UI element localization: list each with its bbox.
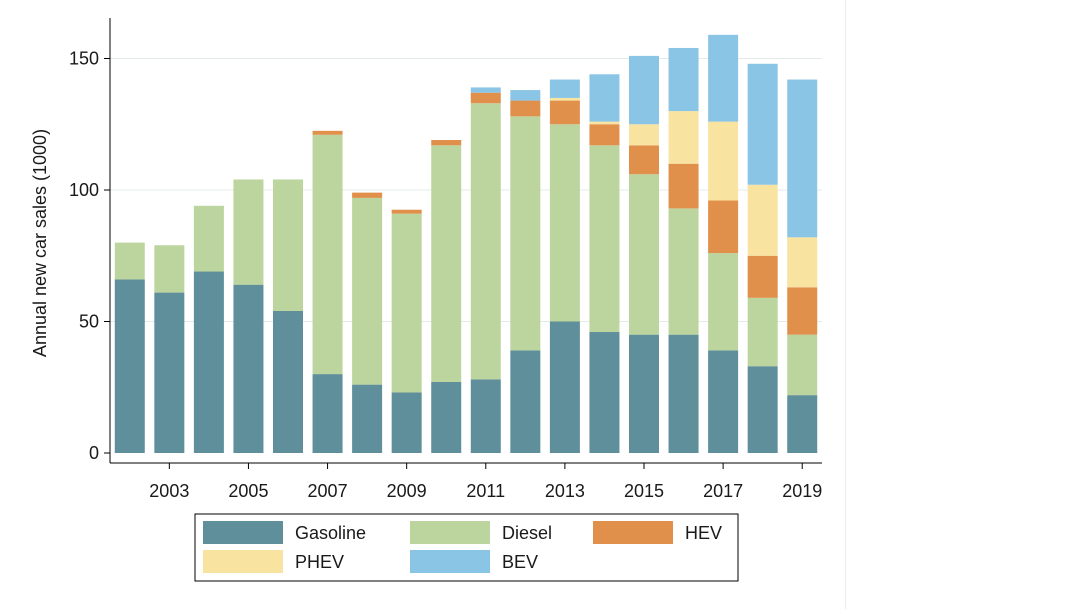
bar-gasoline-2015 (629, 334, 659, 453)
bar-hev-2010 (431, 140, 462, 146)
bar-hev-2007 (312, 130, 343, 135)
bar-diesel-2018 (747, 297, 778, 367)
bar-hev-2012 (510, 100, 541, 117)
bar-gasoline-2004 (193, 271, 224, 453)
bar-gasoline-2010 (431, 381, 462, 453)
bar-hev-2014 (589, 124, 620, 146)
bar-gasoline-2017 (708, 350, 739, 453)
bar-hev-2017 (708, 200, 739, 254)
bar-gasoline-2012 (510, 350, 541, 453)
bar-phev-2017 (708, 121, 739, 201)
y-tick-label: 150 (69, 49, 99, 69)
bar-phev-2015 (629, 124, 659, 146)
bar-gasoline-2002 (114, 279, 145, 453)
x-tick-label: 2017 (703, 481, 743, 501)
bar-bev-2015 (629, 55, 659, 125)
y-tick-label: 0 (89, 443, 99, 463)
y-tick-label: 50 (79, 312, 99, 332)
bar-hev-2015 (629, 145, 659, 175)
bar-diesel-2004 (193, 205, 224, 272)
bar-bev-2013 (549, 79, 580, 98)
axes: 0 50 100 150 2003 2005 2007 2009 2011 2013 2015 201… (69, 18, 822, 501)
legend-label-bev: BEV (502, 552, 538, 572)
bar-gasoline-2018 (747, 366, 778, 453)
legend-swatch-diesel (410, 521, 490, 544)
legend-label-gasoline: Gasoline (295, 523, 366, 543)
gridlines (110, 58, 822, 322)
x-tick-label: 2003 (149, 481, 189, 501)
bar-diesel-2002 (114, 242, 145, 280)
bar-diesel-2016 (668, 208, 699, 335)
bar-gasoline-2007 (312, 374, 343, 453)
bar-bev-2012 (510, 90, 541, 101)
legend-label-phev: PHEV (295, 552, 344, 572)
x-tick-label: 2011 (466, 481, 505, 501)
x-tick-label: 2019 (782, 481, 822, 501)
bar-diesel-2017 (708, 253, 739, 351)
bar-hev-2011 (470, 92, 501, 104)
bar-diesel-2007 (312, 134, 343, 375)
bar-phev-2016 (668, 111, 699, 164)
y-tick-label: 100 (69, 180, 99, 200)
x-tick-label: 2013 (545, 481, 585, 501)
legend-swatch-gasoline (203, 521, 283, 544)
bar-phev-2014 (589, 121, 620, 125)
bar-diesel-2015 (629, 174, 659, 335)
bar-diesel-2013 (549, 124, 580, 322)
bar-diesel-2012 (510, 116, 541, 351)
bar-diesel-2009 (391, 213, 422, 393)
bar-bev-2019 (787, 79, 818, 238)
bar-phev-2018 (747, 184, 778, 256)
legend-swatch-hev (593, 521, 673, 544)
bar-gasoline-2016 (668, 334, 699, 453)
bar-gasoline-2006 (273, 310, 303, 453)
bar-gasoline-2008 (352, 384, 383, 453)
bar-gasoline-2011 (470, 379, 501, 453)
y-axis-label: Annual new car sales (1000) (30, 129, 50, 357)
bar-bev-2017 (708, 34, 739, 122)
bar-diesel-2008 (352, 197, 383, 385)
legend-label-diesel: Diesel (502, 523, 552, 543)
bar-hev-2016 (668, 163, 699, 209)
bar-bev-2011 (470, 87, 501, 93)
bar-bev-2016 (668, 47, 699, 112)
bar-gasoline-2014 (589, 332, 620, 453)
bar-diesel-2003 (154, 245, 185, 293)
bar-diesel-2005 (233, 179, 264, 285)
bar-phev-2013 (549, 97, 580, 101)
stacked-bar-chart: 0 50 100 150 2003 2005 2007 2009 2011 2013 2015 201… (30, 18, 822, 582)
x-tick-label: 2007 (308, 481, 348, 501)
bar-gasoline-2003 (154, 292, 185, 453)
bars (114, 34, 818, 453)
bar-diesel-2010 (431, 145, 462, 382)
bar-hev-2019 (787, 287, 818, 335)
legend-swatch-phev (203, 550, 283, 573)
bar-phev-2019 (787, 237, 818, 288)
bar-gasoline-2019 (787, 395, 818, 453)
legend: Gasoline Diesel HEV PHEV BEV (194, 513, 739, 582)
x-tick-label: 2015 (624, 481, 664, 501)
bar-hev-2008 (352, 192, 383, 198)
bar-gasoline-2005 (233, 284, 264, 453)
x-tick-label: 2005 (228, 481, 268, 501)
bar-hev-2013 (549, 100, 580, 125)
bar-diesel-2019 (787, 334, 818, 396)
bar-gasoline-2009 (391, 392, 422, 453)
bar-diesel-2006 (273, 179, 303, 311)
bar-hev-2009 (391, 209, 422, 214)
bar-diesel-2011 (470, 103, 501, 380)
x-tick-label: 2009 (387, 481, 427, 501)
bar-gasoline-2013 (549, 321, 580, 453)
bar-bev-2018 (747, 63, 778, 185)
blank-panel (845, 0, 1067, 609)
legend-label-hev: HEV (685, 523, 722, 543)
bar-hev-2018 (747, 255, 778, 298)
chart-figure: 0 50 100 150 2003 2005 2007 2009 2011 2013 2015 201… (30, 18, 823, 582)
legend-swatch-bev (410, 550, 490, 573)
bar-bev-2014 (589, 74, 620, 122)
bar-diesel-2014 (589, 145, 620, 333)
